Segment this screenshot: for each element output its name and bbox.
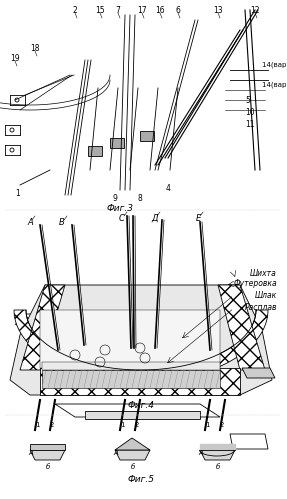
Text: В: В <box>59 218 65 227</box>
Polygon shape <box>14 310 268 382</box>
Text: 8: 8 <box>138 194 142 203</box>
Text: 13: 13 <box>213 5 223 14</box>
Bar <box>140 131 154 141</box>
Text: б: б <box>131 464 135 470</box>
Text: 9: 9 <box>113 194 117 203</box>
Text: А: А <box>114 450 118 456</box>
Bar <box>110 138 124 148</box>
Text: 2: 2 <box>220 422 224 428</box>
Bar <box>42 362 220 370</box>
Polygon shape <box>242 368 275 378</box>
Text: А: А <box>27 218 33 227</box>
Text: 7: 7 <box>116 5 121 14</box>
Text: 16: 16 <box>155 5 165 14</box>
Text: 2: 2 <box>50 422 54 428</box>
Text: Фиг.4: Фиг.4 <box>127 401 154 410</box>
Bar <box>88 146 102 156</box>
Text: Шихта: Шихта <box>250 269 277 278</box>
Text: 5: 5 <box>245 95 250 104</box>
Text: А: А <box>199 450 203 456</box>
Text: б: б <box>216 464 220 470</box>
Text: 1: 1 <box>35 422 39 428</box>
Text: Расплав: Расплав <box>245 303 277 312</box>
Text: Шлак: Шлак <box>255 290 277 299</box>
Text: 11: 11 <box>245 119 255 129</box>
Text: Фиг.3: Фиг.3 <box>106 204 133 213</box>
Polygon shape <box>118 366 151 386</box>
Text: 12: 12 <box>250 5 260 14</box>
Bar <box>42 370 220 388</box>
Polygon shape <box>10 285 272 395</box>
Text: 1: 1 <box>205 422 209 428</box>
Text: С: С <box>119 214 125 223</box>
Text: 19: 19 <box>10 53 20 62</box>
Text: 17: 17 <box>137 5 147 14</box>
Text: 10: 10 <box>245 107 255 116</box>
Polygon shape <box>62 359 98 379</box>
Text: 18: 18 <box>30 43 40 52</box>
Polygon shape <box>40 310 220 368</box>
Text: 6: 6 <box>176 5 181 14</box>
Text: Д: Д <box>152 214 158 223</box>
Text: Фиг.5: Фиг.5 <box>127 476 154 485</box>
Text: 2: 2 <box>135 422 139 428</box>
Text: 14(вар Б): 14(вар Б) <box>262 82 287 88</box>
Polygon shape <box>85 411 200 419</box>
Polygon shape <box>218 285 265 370</box>
Polygon shape <box>200 450 235 460</box>
Polygon shape <box>40 368 240 395</box>
Text: 1: 1 <box>120 422 124 428</box>
Polygon shape <box>30 444 65 450</box>
Text: 2: 2 <box>73 5 77 14</box>
Text: 14(вар А): 14(вар А) <box>262 62 287 68</box>
Polygon shape <box>20 285 65 370</box>
Polygon shape <box>115 438 150 450</box>
Text: Футеровка: Футеровка <box>233 279 277 288</box>
Text: 1: 1 <box>15 189 20 198</box>
Text: 4: 4 <box>166 184 170 193</box>
Text: 15: 15 <box>95 5 105 14</box>
Text: б: б <box>46 464 50 470</box>
Text: А: А <box>29 450 33 456</box>
Polygon shape <box>115 450 150 460</box>
Text: Е: Е <box>195 214 201 223</box>
Polygon shape <box>30 450 65 460</box>
